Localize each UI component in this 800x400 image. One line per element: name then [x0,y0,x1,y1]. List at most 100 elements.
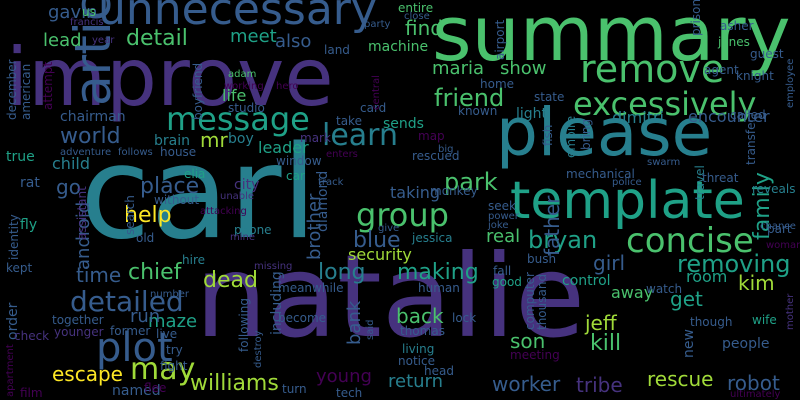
word-learn: learn [322,118,398,153]
word-meet: meet [230,26,277,47]
word-mine: mine [230,232,256,243]
word-destroy: destroy [253,330,264,368]
word-police: police [612,177,642,188]
word-message: message [166,100,310,138]
word-city: city [234,177,260,193]
word-transfer: transfer [744,117,758,165]
word-rescue: rescue [647,367,714,391]
word-thomas: thomas [400,324,445,338]
word-encounter: encounter [688,107,770,126]
word-following: following [237,298,251,352]
word-airport: airport [493,19,507,60]
word-son: son [510,329,546,353]
word-boyfriend: boyfriend [191,62,205,120]
word-show: show [500,58,547,79]
word-named: named [112,383,161,399]
word-track: track [318,177,344,188]
word-excessively: excessively [573,85,757,123]
word-us: us [82,5,96,19]
word-agent: agent [704,63,739,77]
word-blue: blue [353,228,401,253]
word-home: home [480,77,515,91]
word-state: state [534,90,565,104]
word-reveals: reveals [752,182,796,196]
word-live: live [156,327,178,341]
word-search: search [123,195,137,235]
word-template: template [510,171,745,231]
word-dimitri: dimitri [612,108,664,127]
word-bryan: bryan [528,226,598,254]
word-unable: unable [220,191,255,202]
word-girl: girl [593,251,626,275]
word-window: window [276,154,322,168]
word-travel: travel [693,165,707,200]
word-maze: maze [148,311,198,332]
word-said: said [365,319,376,340]
word-year: year [92,35,115,46]
word-power: power [488,211,519,222]
word-return: return [388,371,444,392]
word-assistant: assistant [75,186,89,240]
word-house: house [160,145,197,159]
word-threat: threat [702,171,739,185]
word-without: without [154,193,200,207]
word-kim: kim [738,271,775,295]
word-get: get [670,287,703,311]
word-working: working [224,81,264,92]
word-entire: entire [398,1,434,15]
word-detail: detail [126,26,188,51]
word-park: park [444,168,498,196]
word-improve: improve [6,31,334,124]
word-attacking: attacking [200,206,247,217]
word-run: run [130,306,161,327]
word-jeff: jeff [585,311,617,335]
word-friend: friend [434,84,505,112]
word-meeting: meeting [510,348,560,362]
word-go: go [56,175,81,199]
word-mother: mother [785,293,796,330]
word-security: security [348,245,412,264]
word-follows: follows [118,147,153,158]
word-close: close [404,11,430,22]
word-may: may [130,352,196,387]
word-guest: guest [750,47,784,61]
word-fish: fish [541,124,555,146]
word-apartment: apartment [5,344,16,397]
word-machine: machine [368,39,429,55]
word-empire: empire [564,115,578,158]
word-number: number [150,289,190,300]
word-elia: elia [184,167,206,181]
word-mark: mark [300,131,331,145]
word-american: american [19,63,33,120]
word-map: map [418,129,445,143]
word-escape: escape [52,362,123,386]
word-time: time [76,263,122,287]
word-taking: taking [390,183,441,202]
word-chairman: chairman [60,109,126,125]
word-big: big [438,144,454,155]
word-father: father [540,195,564,256]
word-room: room [686,267,728,286]
word-please: please [496,94,713,171]
word-bank: bank [344,300,365,345]
word-asher: asher [720,19,754,33]
word-leader: leader [258,138,309,157]
word-film: film [20,386,43,400]
word-known: known [458,104,498,118]
word-boy: boy [228,131,254,147]
word-control: control [562,273,611,289]
word-mr: mr [200,128,228,152]
word-lock: lock [452,311,477,325]
word-head: head [424,364,454,378]
word-good: good [492,275,522,289]
word-sends: sends [383,116,424,132]
word-back: back [396,304,444,328]
word-part: part [767,222,792,236]
word-fight: fight [160,359,188,373]
word-former: former [110,324,151,338]
word-bring: bring [579,118,593,150]
word-kept: kept [6,261,33,275]
word-concise: concise [626,221,754,261]
word-natalie: natalie [195,230,586,363]
word-life: life [222,86,247,105]
